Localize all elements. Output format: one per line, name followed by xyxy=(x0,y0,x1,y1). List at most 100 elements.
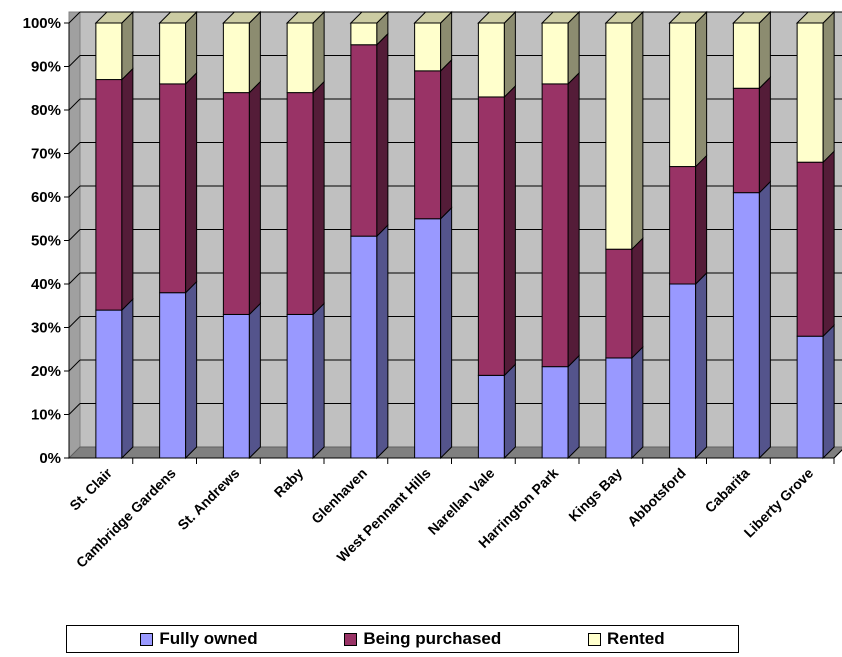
category-label: Raby xyxy=(271,465,307,501)
bar-being-purchased xyxy=(477,96,505,376)
bar-rented-side xyxy=(185,10,198,86)
bar-being-purchased xyxy=(286,92,314,315)
legend: Fully owned Being purchased Rented xyxy=(66,625,739,653)
bar-fully-owned-side xyxy=(376,223,389,460)
bar-rented xyxy=(222,22,250,94)
bar-rented-top xyxy=(285,11,326,24)
bar-fully-owned xyxy=(477,374,505,459)
bar-rented xyxy=(732,22,760,89)
bar-rented-top xyxy=(732,11,772,24)
gridline-side xyxy=(68,272,81,285)
bar-being-purchased xyxy=(95,79,123,311)
bar-being-purchased xyxy=(222,92,250,315)
y-tick-label: 70% xyxy=(31,146,61,163)
bar-rented-top xyxy=(413,11,453,24)
bar-fully-owned-side xyxy=(758,180,771,460)
bar-rented xyxy=(669,22,697,168)
bar-fully-owned xyxy=(95,309,123,459)
bar-fully-owned xyxy=(222,313,250,459)
bar-rented-side xyxy=(631,10,644,251)
bar-fully-owned-side xyxy=(248,302,261,460)
y-tick-label: 90% xyxy=(31,59,61,76)
gridline-side xyxy=(68,403,81,415)
bar-being-purchased-side xyxy=(312,80,325,316)
category-label: St. Andrews xyxy=(174,465,242,533)
gridline-side xyxy=(68,359,81,372)
bar-being-purchased-side xyxy=(631,236,644,360)
stacked-bar-chart: 0% 10% 20% 30% 40% 50% 60% 70% 80% 90% 100% St. Cla… xyxy=(23,10,842,571)
bar-being-purchased-side xyxy=(822,149,835,338)
bar-being-purchased-side xyxy=(503,84,516,377)
legend-item: Fully owned xyxy=(140,629,258,649)
bar-rented-top xyxy=(94,11,135,24)
bar-rented xyxy=(605,22,633,250)
bar-rented-top xyxy=(540,11,581,24)
bar-fully-owned xyxy=(796,335,824,459)
gridline-side xyxy=(68,142,81,154)
bar-rented-side xyxy=(758,10,771,90)
gridline-side xyxy=(68,98,81,111)
bar-being-purchased-side xyxy=(185,71,198,294)
y-tick-label: 20% xyxy=(31,363,61,380)
legend-label: Rented xyxy=(606,629,665,648)
bar-rented xyxy=(414,22,442,72)
bar-being-purchased xyxy=(669,166,697,285)
bar-rented-top xyxy=(477,11,517,24)
gridline-side xyxy=(68,55,81,67)
y-tick-label: 30% xyxy=(31,320,61,337)
bar-fully-owned xyxy=(286,313,314,459)
bar-fully-owned-side xyxy=(121,297,134,460)
bar-fully-owned xyxy=(605,357,633,459)
bar-fully-owned-side xyxy=(822,323,835,460)
bar-rented-side xyxy=(695,10,708,168)
category-label: Kings Bay xyxy=(565,465,625,525)
bar-rented-top xyxy=(349,11,390,24)
bar-rented-side xyxy=(503,10,516,99)
legend-label: Being purchased xyxy=(363,629,502,648)
bar-being-purchased xyxy=(605,248,633,359)
y-tick-label: 80% xyxy=(31,102,61,119)
bar-rented xyxy=(796,22,824,163)
legend-swatch xyxy=(140,632,154,646)
y-tick-label: 50% xyxy=(31,233,61,250)
gridline-side xyxy=(68,229,81,241)
gridline-side xyxy=(68,185,81,198)
bar-rented-top xyxy=(222,11,262,24)
category-label: Cabarita xyxy=(702,465,753,516)
bar-being-purchased xyxy=(796,161,824,337)
bar-fully-owned-side xyxy=(503,363,516,460)
legend-item: Rented xyxy=(587,629,665,649)
bar-rented-side xyxy=(822,10,835,164)
bar-being-purchased-side xyxy=(758,76,771,194)
y-tick-label: 40% xyxy=(31,276,61,293)
bar-fully-owned xyxy=(732,192,760,459)
legend-label: Fully owned xyxy=(159,629,258,648)
bar-rented xyxy=(159,22,187,85)
bar-rented xyxy=(286,22,314,94)
bar-fully-owned xyxy=(414,218,442,459)
bar-rented-side xyxy=(248,10,261,94)
bar-rented-side xyxy=(567,10,580,86)
y-tick-label: 60% xyxy=(31,189,61,206)
bar-fully-owned-side xyxy=(312,302,325,460)
category-label: Abbotsford xyxy=(624,465,689,530)
bar-fully-owned xyxy=(159,292,187,459)
bar-rented xyxy=(477,22,505,98)
gridline-side xyxy=(68,316,81,328)
bar-fully-owned-side xyxy=(631,345,644,460)
legend-swatch xyxy=(344,632,358,646)
y-tick-label: 0% xyxy=(39,450,61,467)
bar-rented-top xyxy=(158,11,198,24)
bar-fully-owned xyxy=(350,235,378,459)
bar-rented xyxy=(95,22,123,81)
bar-fully-owned-side xyxy=(440,206,453,460)
bar-being-purchased xyxy=(541,83,569,368)
legend-swatch xyxy=(587,632,601,646)
x-axis-end xyxy=(833,449,842,459)
bar-being-purchased-side xyxy=(376,32,389,238)
bar-being-purchased xyxy=(732,87,760,194)
y-tick-label: 100% xyxy=(23,15,61,32)
bar-being-purchased xyxy=(159,83,187,294)
bar-being-purchased-side xyxy=(440,58,453,220)
bar-rented-side xyxy=(121,10,134,81)
